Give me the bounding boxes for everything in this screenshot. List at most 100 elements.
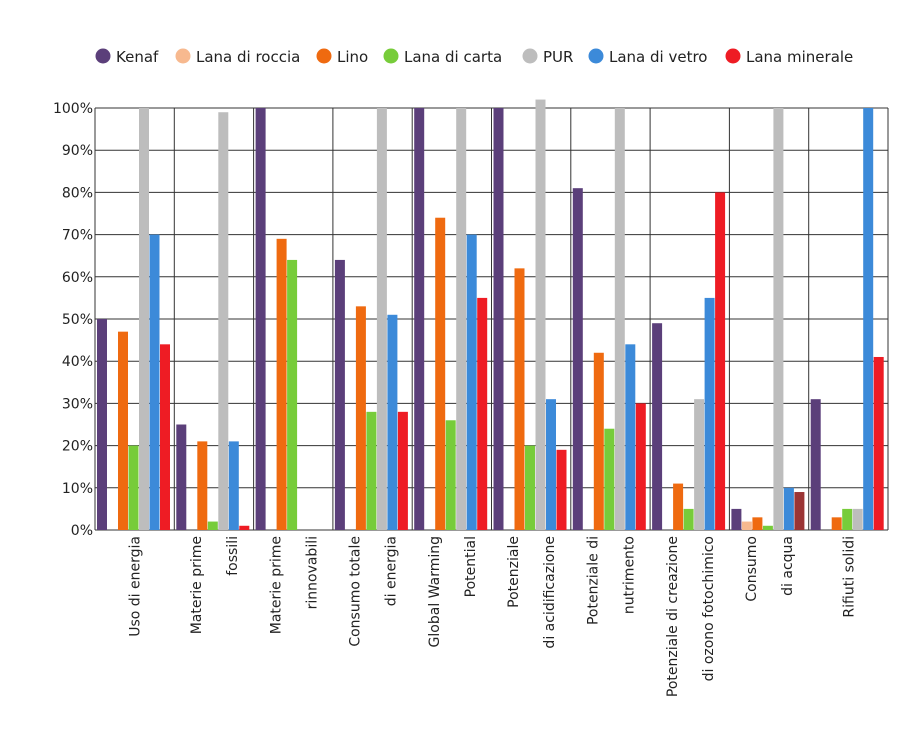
- legend-label: Lino: [337, 48, 368, 66]
- legend-label: Lana di carta: [404, 48, 502, 66]
- bar: [694, 399, 705, 530]
- bar: [741, 521, 752, 530]
- x-tick-label: Potential: [463, 536, 479, 597]
- y-tick-label: 0%: [71, 523, 93, 539]
- legend-label: Kenaf: [116, 48, 159, 66]
- bar: [752, 517, 763, 530]
- legend-label: Lana di roccia: [196, 48, 300, 66]
- x-tick-label: Rifiuti solidi: [841, 536, 857, 618]
- legend-swatch: [316, 48, 332, 64]
- bars: [97, 99, 884, 530]
- bar: [535, 99, 546, 530]
- bar: [139, 108, 149, 530]
- x-tick-label: di ozono fotochimico: [701, 536, 717, 681]
- bar: [794, 492, 805, 530]
- bar: [593, 352, 604, 530]
- bar: [366, 411, 377, 530]
- x-tick-label: Consumo: [744, 536, 760, 602]
- x-tick-label: Consumo totale: [348, 536, 364, 647]
- legend-swatch: [383, 48, 399, 64]
- bar: [176, 424, 187, 530]
- x-axis: Uso di energia Materie prime fossili Materi…: [128, 536, 858, 697]
- bar: [118, 331, 128, 530]
- bar: [863, 108, 874, 530]
- x-tick-label: di acqua: [780, 536, 796, 596]
- bar: [810, 399, 821, 530]
- bar: [207, 521, 218, 530]
- bar: [514, 268, 525, 530]
- bar: [334, 259, 345, 530]
- bar: [456, 108, 467, 530]
- y-tick-label: 80%: [62, 185, 93, 201]
- bar: [218, 112, 229, 530]
- bar: [831, 517, 842, 530]
- bar: [572, 188, 583, 530]
- bar: [355, 306, 366, 530]
- bar: [128, 445, 139, 530]
- bar: [228, 441, 239, 530]
- y-tick-label: 60%: [62, 270, 93, 286]
- bar: [873, 356, 884, 530]
- x-tick-label: Potenziale di creazione: [665, 536, 681, 697]
- bar: [445, 420, 456, 530]
- bar: [546, 399, 556, 530]
- bar: [466, 234, 477, 530]
- bar: [97, 319, 107, 530]
- bar: [704, 297, 715, 530]
- y-axis: 0% 10% 20% 30% 40% 50% 60% 70% 80% 90% 100%: [53, 101, 93, 539]
- bar: [414, 108, 425, 530]
- y-tick-label: 50%: [62, 312, 93, 328]
- y-tick-label: 20%: [62, 439, 93, 455]
- legend-label: Lana minerale: [746, 48, 853, 66]
- legend-swatch: [522, 48, 538, 64]
- bar: [842, 508, 853, 530]
- legend-label: Lana di vetro: [609, 48, 707, 66]
- bar: [683, 508, 694, 530]
- bar: [197, 441, 208, 530]
- y-tick-label: 10%: [62, 481, 93, 497]
- bar: [635, 403, 646, 530]
- bar: [525, 445, 535, 530]
- x-tick-label: Potenziale: [506, 536, 522, 608]
- legend-label: PUR: [543, 48, 573, 66]
- bar: [852, 508, 863, 530]
- bar: [397, 411, 408, 530]
- bar: [731, 508, 742, 530]
- bar: [287, 259, 298, 530]
- legend-swatch: [725, 48, 741, 64]
- y-tick-label: 100%: [53, 101, 93, 117]
- bar: [652, 323, 663, 530]
- bar: [435, 217, 446, 530]
- bar: [160, 344, 170, 530]
- x-tick-label: Uso di energia: [128, 536, 144, 637]
- legend-swatch: [588, 48, 604, 64]
- x-tick-label: Potenziale di: [585, 536, 601, 625]
- legend: Kenaf Lana di roccia Lino Lana di carta PUR L…: [95, 48, 853, 66]
- bar: [625, 344, 636, 530]
- bar: [715, 192, 726, 530]
- bar: [387, 314, 398, 530]
- bar: [604, 428, 615, 530]
- x-tick-label: rinnovabili: [304, 536, 320, 609]
- x-tick-label: di acidificazione: [542, 536, 558, 649]
- legend-swatch: [175, 48, 191, 64]
- x-tick-label: nutrimento: [621, 536, 637, 614]
- bar: [255, 108, 266, 530]
- bar: [276, 238, 287, 530]
- bar: [493, 108, 504, 530]
- grid: [94, 107, 889, 531]
- y-tick-label: 40%: [62, 354, 93, 370]
- bar: [477, 297, 488, 530]
- bar: [149, 234, 160, 530]
- bar: [673, 483, 684, 530]
- bar: [773, 108, 784, 530]
- bar: [614, 108, 625, 530]
- x-tick-label: Global Warming: [427, 536, 443, 647]
- bar: [762, 525, 773, 530]
- x-tick-label: fossili: [225, 536, 241, 576]
- bar: [556, 449, 567, 530]
- y-tick-label: 70%: [62, 228, 93, 244]
- bar: [376, 108, 387, 530]
- y-tick-label: 90%: [62, 143, 93, 159]
